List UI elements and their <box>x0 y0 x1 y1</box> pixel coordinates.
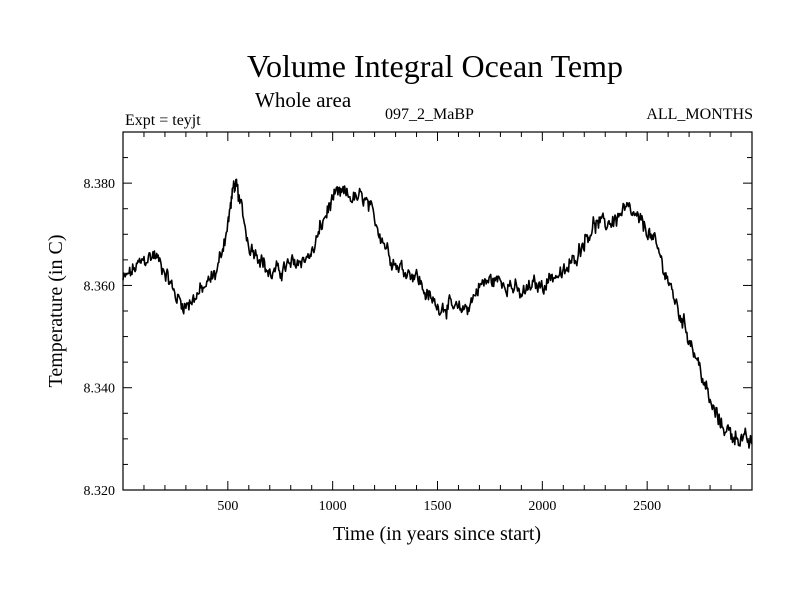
experiment-label: Expt = teyjt <box>125 112 201 129</box>
y-tick-label: 8.340 <box>84 382 116 397</box>
x-axis-label: Time (in years since start) <box>333 523 541 545</box>
chart-subtitle: Whole area <box>255 88 352 112</box>
x-tick-label: 1000 <box>319 499 347 514</box>
series-line <box>122 178 753 449</box>
x-tick-label: 2000 <box>528 499 556 514</box>
axis-ticks <box>123 132 752 490</box>
x-tick-label: 1500 <box>424 499 452 514</box>
tick-labels: 500 1000 1500 2000 2500 8.320 8.340 8.360 8.380 <box>84 177 662 514</box>
x-tick-label: 500 <box>217 499 238 514</box>
chart-title: Volume Integral Ocean Temp <box>246 48 623 84</box>
x-tick-label: 2500 <box>633 499 661 514</box>
months-label: ALL_MONTHS <box>646 106 753 123</box>
y-tick-label: 8.320 <box>84 484 116 499</box>
y-axis-label: Temperature (in C) <box>45 235 67 388</box>
y-tick-label: 8.380 <box>84 177 116 192</box>
plot-frame <box>122 131 753 491</box>
run-label: 097_2_MaBP <box>385 106 474 123</box>
y-tick-label: 8.360 <box>84 279 116 294</box>
